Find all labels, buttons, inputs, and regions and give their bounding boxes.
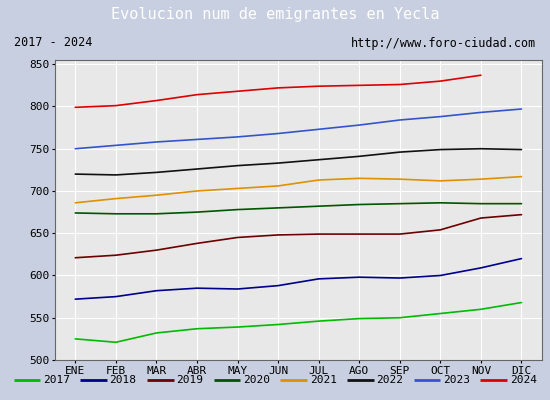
Text: 2024: 2024 [510, 375, 537, 385]
Text: http://www.foro-ciudad.com: http://www.foro-ciudad.com [351, 36, 536, 50]
Text: 2018: 2018 [109, 375, 136, 385]
Text: 2017: 2017 [43, 375, 70, 385]
Text: 2017 - 2024: 2017 - 2024 [14, 36, 92, 50]
Text: 2019: 2019 [177, 375, 204, 385]
Text: 2021: 2021 [310, 375, 337, 385]
Text: 2023: 2023 [443, 375, 470, 385]
Text: Evolucion num de emigrantes en Yecla: Evolucion num de emigrantes en Yecla [111, 8, 439, 22]
Text: 2022: 2022 [376, 375, 403, 385]
Text: 2020: 2020 [243, 375, 270, 385]
